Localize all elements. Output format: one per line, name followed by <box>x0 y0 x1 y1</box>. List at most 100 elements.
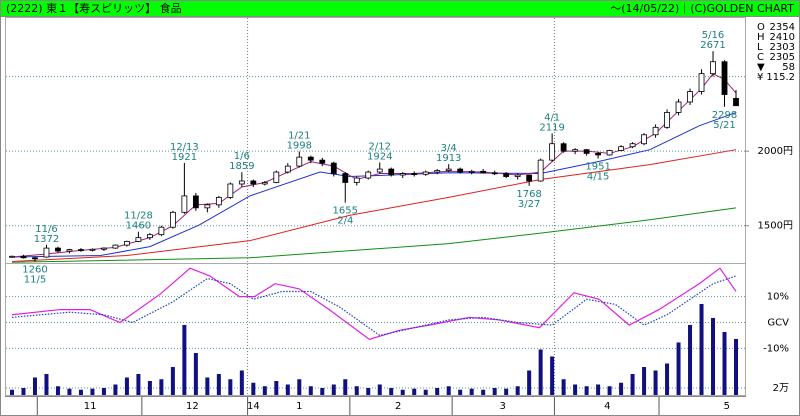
candle-body <box>32 257 38 260</box>
candle-body <box>124 240 130 246</box>
candle-body <box>687 91 693 103</box>
candle-body <box>112 244 119 249</box>
volume-bar <box>216 373 221 395</box>
annotation-date: 4/1 <box>544 112 560 123</box>
candle-body <box>296 156 303 167</box>
annotation-date: 1/6 <box>234 151 250 162</box>
volume-bar <box>561 379 566 395</box>
candle-body <box>595 153 601 156</box>
moving-average <box>11 149 737 263</box>
annotation-date: 5/21 <box>713 120 735 131</box>
candle-body <box>629 143 636 148</box>
annotation-value: 1924 <box>367 152 392 163</box>
volume-bar <box>458 389 463 395</box>
volume-bar <box>584 386 589 395</box>
volume-bar <box>147 380 152 395</box>
annotation-value: 1768 <box>516 189 541 200</box>
candle-body <box>710 61 716 75</box>
candle-body <box>101 247 107 250</box>
annotation-value: 1859 <box>229 161 254 172</box>
volume-bar <box>136 373 141 395</box>
volume-bar <box>170 366 175 395</box>
candle-body <box>652 126 659 136</box>
volume-bar <box>619 382 624 395</box>
info-value: 58 <box>782 62 795 73</box>
annotation-value: 1951 <box>585 161 610 172</box>
moving-average <box>11 207 737 263</box>
annotation-date: 12/13 <box>170 142 199 153</box>
candle-body <box>181 195 188 213</box>
volume-bar <box>251 382 256 395</box>
x-tick-label: 2 <box>395 401 401 412</box>
volume-bar <box>435 387 440 395</box>
candle-body <box>330 162 337 174</box>
candle-body <box>618 146 624 151</box>
info-value: 2354 <box>770 22 795 33</box>
x-tick-label: 4 <box>604 401 610 412</box>
volume-bar <box>32 377 37 395</box>
info-value: 2303 <box>770 42 795 53</box>
candle-body <box>89 248 96 251</box>
candle-body <box>698 73 705 92</box>
annotation-value: 1655 <box>333 206 358 217</box>
volume-bar <box>78 389 83 395</box>
candle-body <box>503 173 510 177</box>
y-tick-label: GCV <box>767 318 789 329</box>
candle-body <box>227 183 234 198</box>
volume-bar <box>205 377 210 395</box>
candle-body <box>491 172 498 175</box>
candle-body <box>261 182 268 185</box>
volume-bar <box>607 386 612 395</box>
candle-body <box>514 174 521 177</box>
candle-body <box>457 168 464 173</box>
volume-bar <box>228 379 233 395</box>
info-label: C <box>757 52 764 63</box>
info-label: ▼ <box>757 62 765 73</box>
volume-bar <box>412 388 417 395</box>
candle-body <box>560 143 567 152</box>
volume-bar <box>492 387 497 395</box>
volume-bar <box>630 373 635 395</box>
annotation-date: 5/16 <box>702 30 724 41</box>
candle-body <box>273 171 280 183</box>
chart-subtitle: 〜(14/05/22)｜(C)GOLDEN CHART <box>610 2 794 15</box>
y-tick-label: 10% <box>767 292 789 303</box>
volume-bar <box>101 387 106 395</box>
candle-body <box>135 237 142 242</box>
annotation-date: 1/21 <box>288 130 310 141</box>
volume-bar <box>90 388 95 395</box>
volume-bar <box>44 373 49 395</box>
x-tick-label: 11 <box>84 401 97 412</box>
candle-body <box>192 195 199 209</box>
annotation-date: 4/15 <box>587 171 609 182</box>
moving-average <box>11 73 737 258</box>
volume-bar <box>113 384 118 395</box>
candle-body <box>537 159 544 182</box>
volume-bar <box>400 389 405 395</box>
info-label: L <box>757 42 763 53</box>
volume-bar <box>550 356 555 395</box>
info-value: 2410 <box>770 32 795 43</box>
volume-bar <box>676 342 681 395</box>
candle-body <box>284 165 291 173</box>
info-value: 2305 <box>770 52 795 63</box>
candle-body <box>606 150 613 156</box>
annotation-value: 2298 <box>712 110 737 121</box>
candle-body <box>9 255 15 258</box>
volume-bar <box>711 317 716 395</box>
volume-bar <box>596 384 601 395</box>
volume-bar <box>55 386 60 395</box>
volume-bar <box>377 384 382 395</box>
candle-body <box>399 173 406 176</box>
x-tick-label: 12 <box>186 401 199 412</box>
volume-bar <box>262 386 267 395</box>
plot-frame <box>5 17 746 396</box>
volume-bar <box>515 386 520 395</box>
annotation-date: 11/28 <box>124 211 153 222</box>
candle-body <box>342 173 349 183</box>
annotation-date: 3/4 <box>441 143 457 154</box>
volume-bar <box>538 349 543 395</box>
volume-bar <box>469 388 474 395</box>
annotation-value: 1913 <box>436 153 461 164</box>
